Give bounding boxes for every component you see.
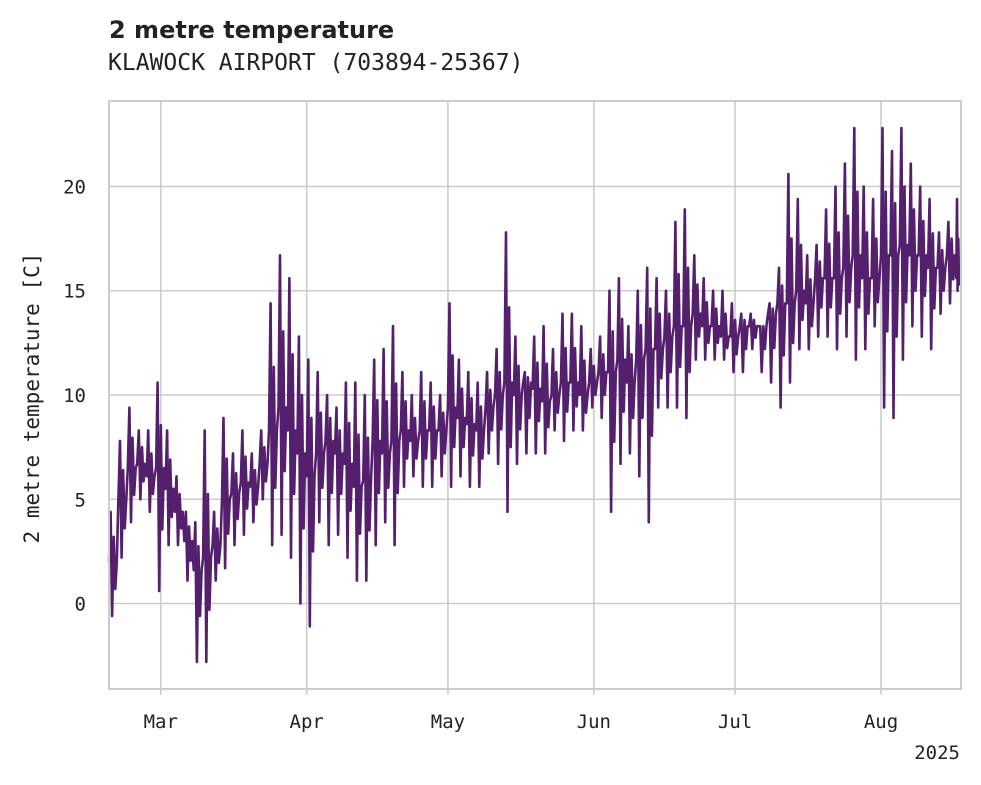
y-tick-label: 20 bbox=[63, 176, 86, 198]
plot-frame bbox=[108, 100, 962, 690]
x-tick-label: Jul bbox=[718, 711, 752, 733]
x-tick-label: Apr bbox=[290, 711, 324, 733]
chart-subtitle: KLAWOCK AIRPORT (703894-25367) bbox=[108, 50, 524, 76]
x-tick-label: Jun bbox=[577, 711, 611, 733]
x-tick-label: May bbox=[431, 711, 465, 733]
y-axis-ticks: 0 5 10 15 20 bbox=[63, 176, 86, 615]
series-line-group bbox=[107, 126, 961, 664]
x-tick-label: Mar bbox=[144, 711, 178, 733]
chart-title: 2 metre temperature bbox=[109, 16, 395, 44]
x-tick-label: Aug bbox=[864, 711, 898, 733]
y-tick-label: 15 bbox=[63, 281, 86, 303]
y-tick-label: 0 bbox=[75, 594, 86, 616]
y-tick-label: 10 bbox=[63, 385, 86, 407]
series-line bbox=[107, 126, 961, 664]
y-axis-label: 2 metre temperature [C] bbox=[20, 253, 44, 544]
x-axis-year-label: 2025 bbox=[914, 742, 960, 764]
x-axis-ticks: Mar Apr May Jun Jul Aug bbox=[144, 689, 898, 733]
y-tick-label: 5 bbox=[75, 489, 86, 511]
